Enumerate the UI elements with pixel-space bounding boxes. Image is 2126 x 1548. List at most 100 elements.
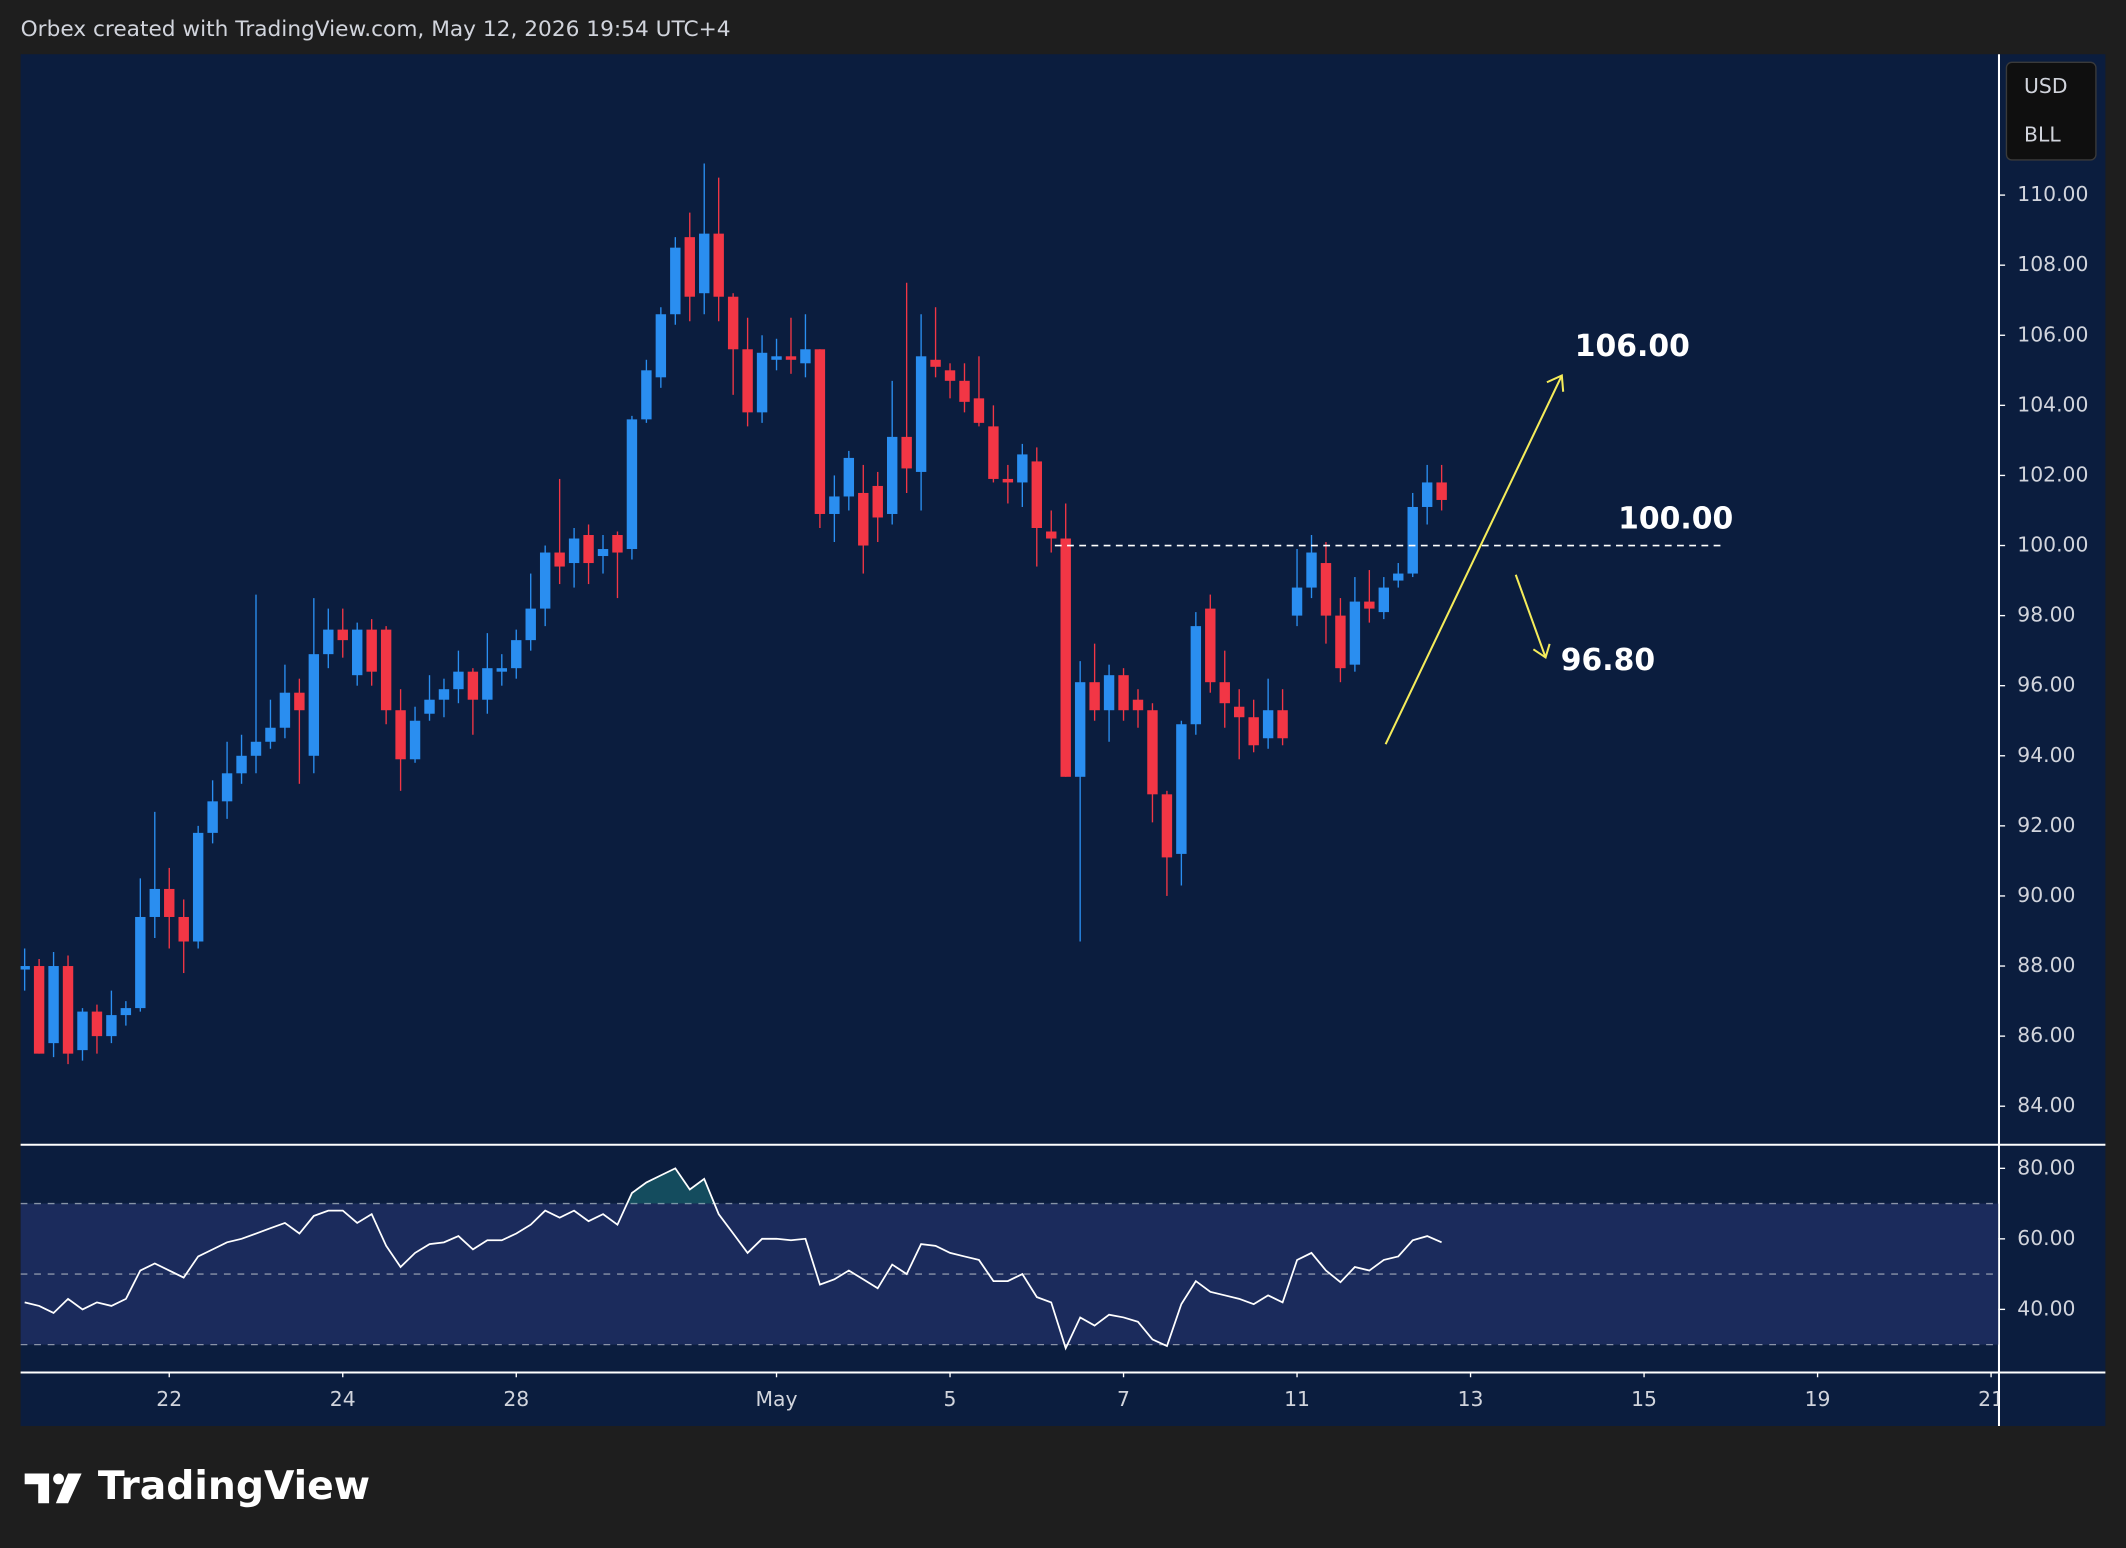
candle-body: [597, 549, 609, 557]
candle-body: [872, 485, 883, 518]
candle-body: [1364, 601, 1375, 609]
candle-body: [539, 552, 551, 609]
x-tick-label: 24: [330, 1387, 356, 1411]
candle-body: [221, 773, 233, 802]
candle-body: [684, 237, 695, 297]
x-tick-label: 21: [1978, 1387, 2004, 1411]
candle-body: [1393, 573, 1404, 581]
price-axis: [1999, 54, 2106, 1427]
candle-body: [1335, 615, 1346, 669]
y-tick-label: 98.00: [2017, 603, 2075, 627]
header-title: Orbex created with TradingView.com, May …: [21, 17, 731, 42]
candle-body: [901, 436, 912, 469]
candle-body: [250, 741, 262, 756]
x-tick-label: 19: [1805, 1387, 1831, 1411]
arrows: [1384, 373, 1565, 745]
candle-body: [858, 492, 869, 546]
arrow-head: [1546, 373, 1565, 392]
candle-body: [959, 380, 970, 402]
candle-body: [1046, 531, 1057, 539]
candle-body: [829, 496, 840, 514]
candle-body: [583, 535, 594, 564]
candle-body: [915, 356, 927, 472]
candle-body: [453, 671, 464, 690]
candle-body: [106, 1015, 117, 1037]
candle-body: [525, 608, 536, 641]
candle-body: [164, 888, 175, 917]
candle-body: [178, 916, 189, 942]
candle-body: [771, 356, 782, 360]
y-tick-label: 96.00: [2017, 673, 2075, 697]
x-tick-label: 22: [156, 1387, 182, 1411]
candle-body: [1205, 608, 1216, 683]
unit-measure: BLL: [2024, 123, 2061, 147]
level-label: 106.00: [1575, 329, 1690, 364]
down-arrow: [1514, 574, 1547, 658]
candle-body: [1089, 682, 1100, 711]
candle-body: [424, 699, 435, 714]
candle-body: [1421, 482, 1433, 507]
up-arrow: [1384, 375, 1563, 745]
candle-body: [511, 640, 522, 669]
candle-body: [77, 1011, 88, 1051]
candle-body: [1002, 478, 1014, 483]
candle-body: [727, 296, 739, 350]
candle-body: [1320, 563, 1332, 616]
logo-mark: [24, 1473, 50, 1504]
candle-body: [1118, 675, 1129, 711]
y-tick-label: 102.00: [2017, 462, 2088, 486]
y-tick-label: 86.00: [2017, 1023, 2075, 1047]
logo-mark: [53, 1473, 64, 1485]
candle-body: [1349, 601, 1361, 665]
candle-body: [366, 629, 377, 672]
candle-body: [135, 916, 146, 1009]
arrow-head: [1532, 643, 1551, 660]
candle-body: [337, 629, 348, 641]
candle-body: [1291, 587, 1303, 616]
candle-body: [568, 538, 580, 564]
candle-body: [1248, 717, 1259, 746]
candle-body: [207, 801, 218, 833]
candle-body: [352, 629, 363, 676]
logo-mark: [55, 1473, 82, 1504]
rsi-line: [24, 1167, 1442, 1351]
candle-body: [149, 888, 160, 917]
x-tick-label: 15: [1631, 1387, 1657, 1411]
candle-body: [988, 426, 999, 479]
candle-body: [380, 629, 392, 711]
level-label: 100.00: [1618, 501, 1733, 536]
unit-box[interactable]: [2005, 61, 2097, 161]
candle-body: [236, 755, 247, 774]
rsi-plot: [20, 1167, 1999, 1351]
candle-body: [973, 398, 985, 423]
candle-body: [800, 349, 811, 364]
candle-body: [1219, 682, 1230, 704]
x-tick-label: 7: [1117, 1387, 1130, 1411]
candle-body: [1262, 710, 1274, 739]
candle-body: [294, 692, 305, 711]
candle-body: [930, 359, 941, 367]
y-tick-label: 80.00: [2017, 1155, 2075, 1179]
candle-body: [843, 457, 855, 497]
candle-body: [554, 552, 565, 567]
candle-body: [395, 710, 406, 760]
candle-body: [482, 668, 493, 700]
x-tick-label: 28: [503, 1387, 529, 1411]
candle-body: [1234, 706, 1245, 718]
y-tick-label: 40.00: [2017, 1296, 2075, 1320]
candle-body: [1407, 506, 1418, 574]
candle-body: [670, 247, 681, 315]
y-tick-label: 90.00: [2017, 883, 2075, 907]
candle-body: [279, 692, 291, 728]
y-tick-label: 84.00: [2017, 1093, 2075, 1117]
candle-body: [1306, 552, 1317, 588]
x-tick-label: 5: [944, 1387, 957, 1411]
y-tick-label: 106.00: [2017, 322, 2088, 346]
time-axis-labels: 22 24 28 May 5 7 11 13 15 19 21: [156, 1371, 2004, 1411]
candle-body: [48, 966, 59, 1044]
candle-body: [1176, 724, 1187, 854]
y-tick-label: 60.00: [2017, 1226, 2075, 1250]
